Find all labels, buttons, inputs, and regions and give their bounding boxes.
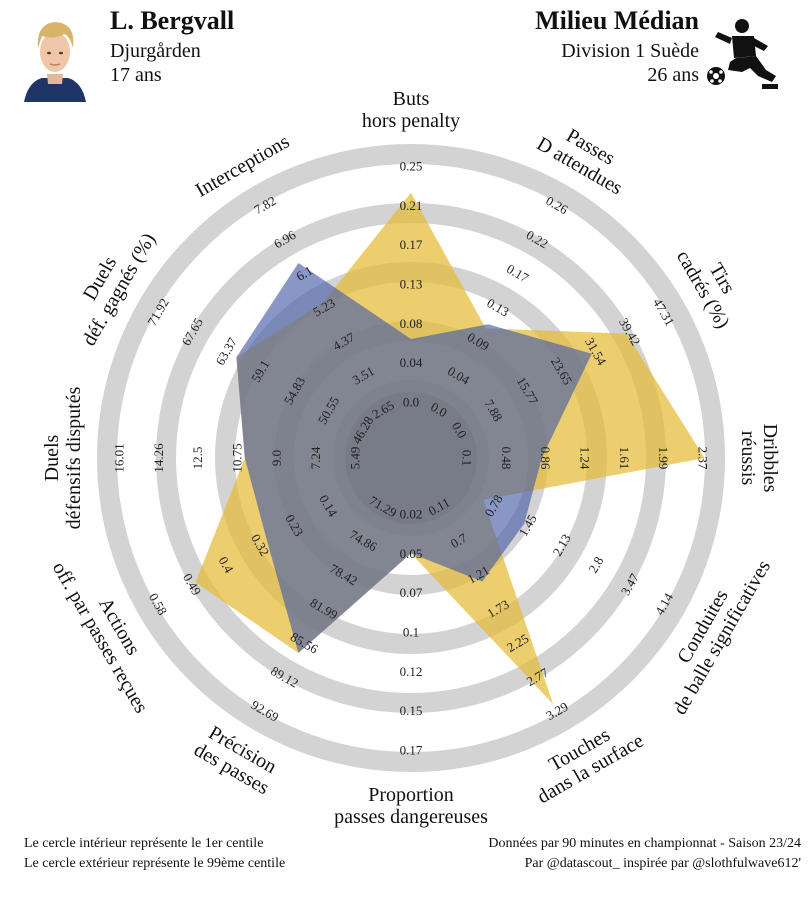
metric-label: Duels défensifs disputés [41,386,85,529]
tick-label: 16.01 [112,443,127,472]
tick-label: 0.0 [403,395,419,410]
metric-label-line: défensifs disputés [63,386,85,529]
metric-label-line: Proportion [368,784,454,806]
tick-label: 14.26 [151,443,166,473]
tick-label: 0.4 [216,554,237,576]
metric-label-line: réussis [737,431,759,486]
tick-label: 12.5 [190,447,205,470]
comparison-league: Division 1 Suède [561,40,699,62]
tick-label: 0.48 [499,447,514,470]
tick-label: 0.04 [400,355,423,370]
tick-label: 0.02 [400,507,423,522]
tick-label: 0.08 [400,316,423,331]
comparison-polygon [236,263,592,653]
tick-label: 0.0 [428,399,450,420]
tick-label: 7.24 [308,446,323,469]
tick-label: 0.13 [400,277,423,292]
footballer-kicking-icon [707,19,778,89]
footer-data-source: Données par 90 minutes en championnat - … [488,836,801,851]
tick-label: 0.12 [400,664,423,679]
tick-label: 0.17 [400,237,423,252]
metric-label-line: Buts [393,88,430,110]
player-club: Djurgården [110,40,201,62]
tick-label: 1.61 [617,447,632,470]
tick-label: 0.86 [538,447,553,470]
tick-label: 1.24 [578,447,593,470]
tick-label: 0.1 [460,450,475,466]
tick-label: 0.15 [400,703,423,718]
footer-outer-circle-note: Le cercle extérieur représente le 99ème … [24,855,286,871]
metric-label-line: Dribbles [759,424,781,493]
metric-label-line: Duels [41,434,63,481]
tick-label: 0.7 [448,530,470,551]
tick-label: 2.37 [696,447,711,470]
tick-label: 9.0 [269,450,284,466]
footer-left: Le cercle intérieur représente le 1er ce… [24,834,285,873]
tick-label: 0.17 [400,743,423,758]
tick-label: 0.07 [400,585,423,600]
grid-ring-5 [97,144,725,772]
tick-label: 0.05 [400,546,423,561]
tick-label: 1.99 [656,447,671,470]
metric-label-line: hors penalty [362,110,460,132]
tick-label: 0.25 [400,159,423,174]
footer-credit: Par @datascout_ inspirée par @slothfulwa… [524,855,801,871]
tick-label: 5.49 [348,447,363,470]
tick-label: 0.21 [400,198,423,213]
comparison-title: Milieu Médian [535,6,699,35]
metric-label-line: passes dangereuses [334,806,488,828]
tick-label: 63.37 [212,334,240,367]
player-age: 17 ans [110,64,162,86]
comparison-age: 26 ans [647,64,699,86]
tick-label: 6.1 [294,263,316,284]
tick-label: 0.0 [449,419,470,441]
tick-label: 2.8 [585,554,606,576]
footer-right: Données par 90 minutes en championnat - … [488,834,801,873]
tick-label: 0.1 [403,625,419,640]
player-name: L. Bergvall [110,6,235,35]
player-photo [20,10,90,102]
tick-label: 10.75 [230,443,245,472]
tick-label: 0.17 [504,261,532,286]
footer-inner-circle-note: Le cercle intérieur représente le 1er ce… [24,836,264,851]
